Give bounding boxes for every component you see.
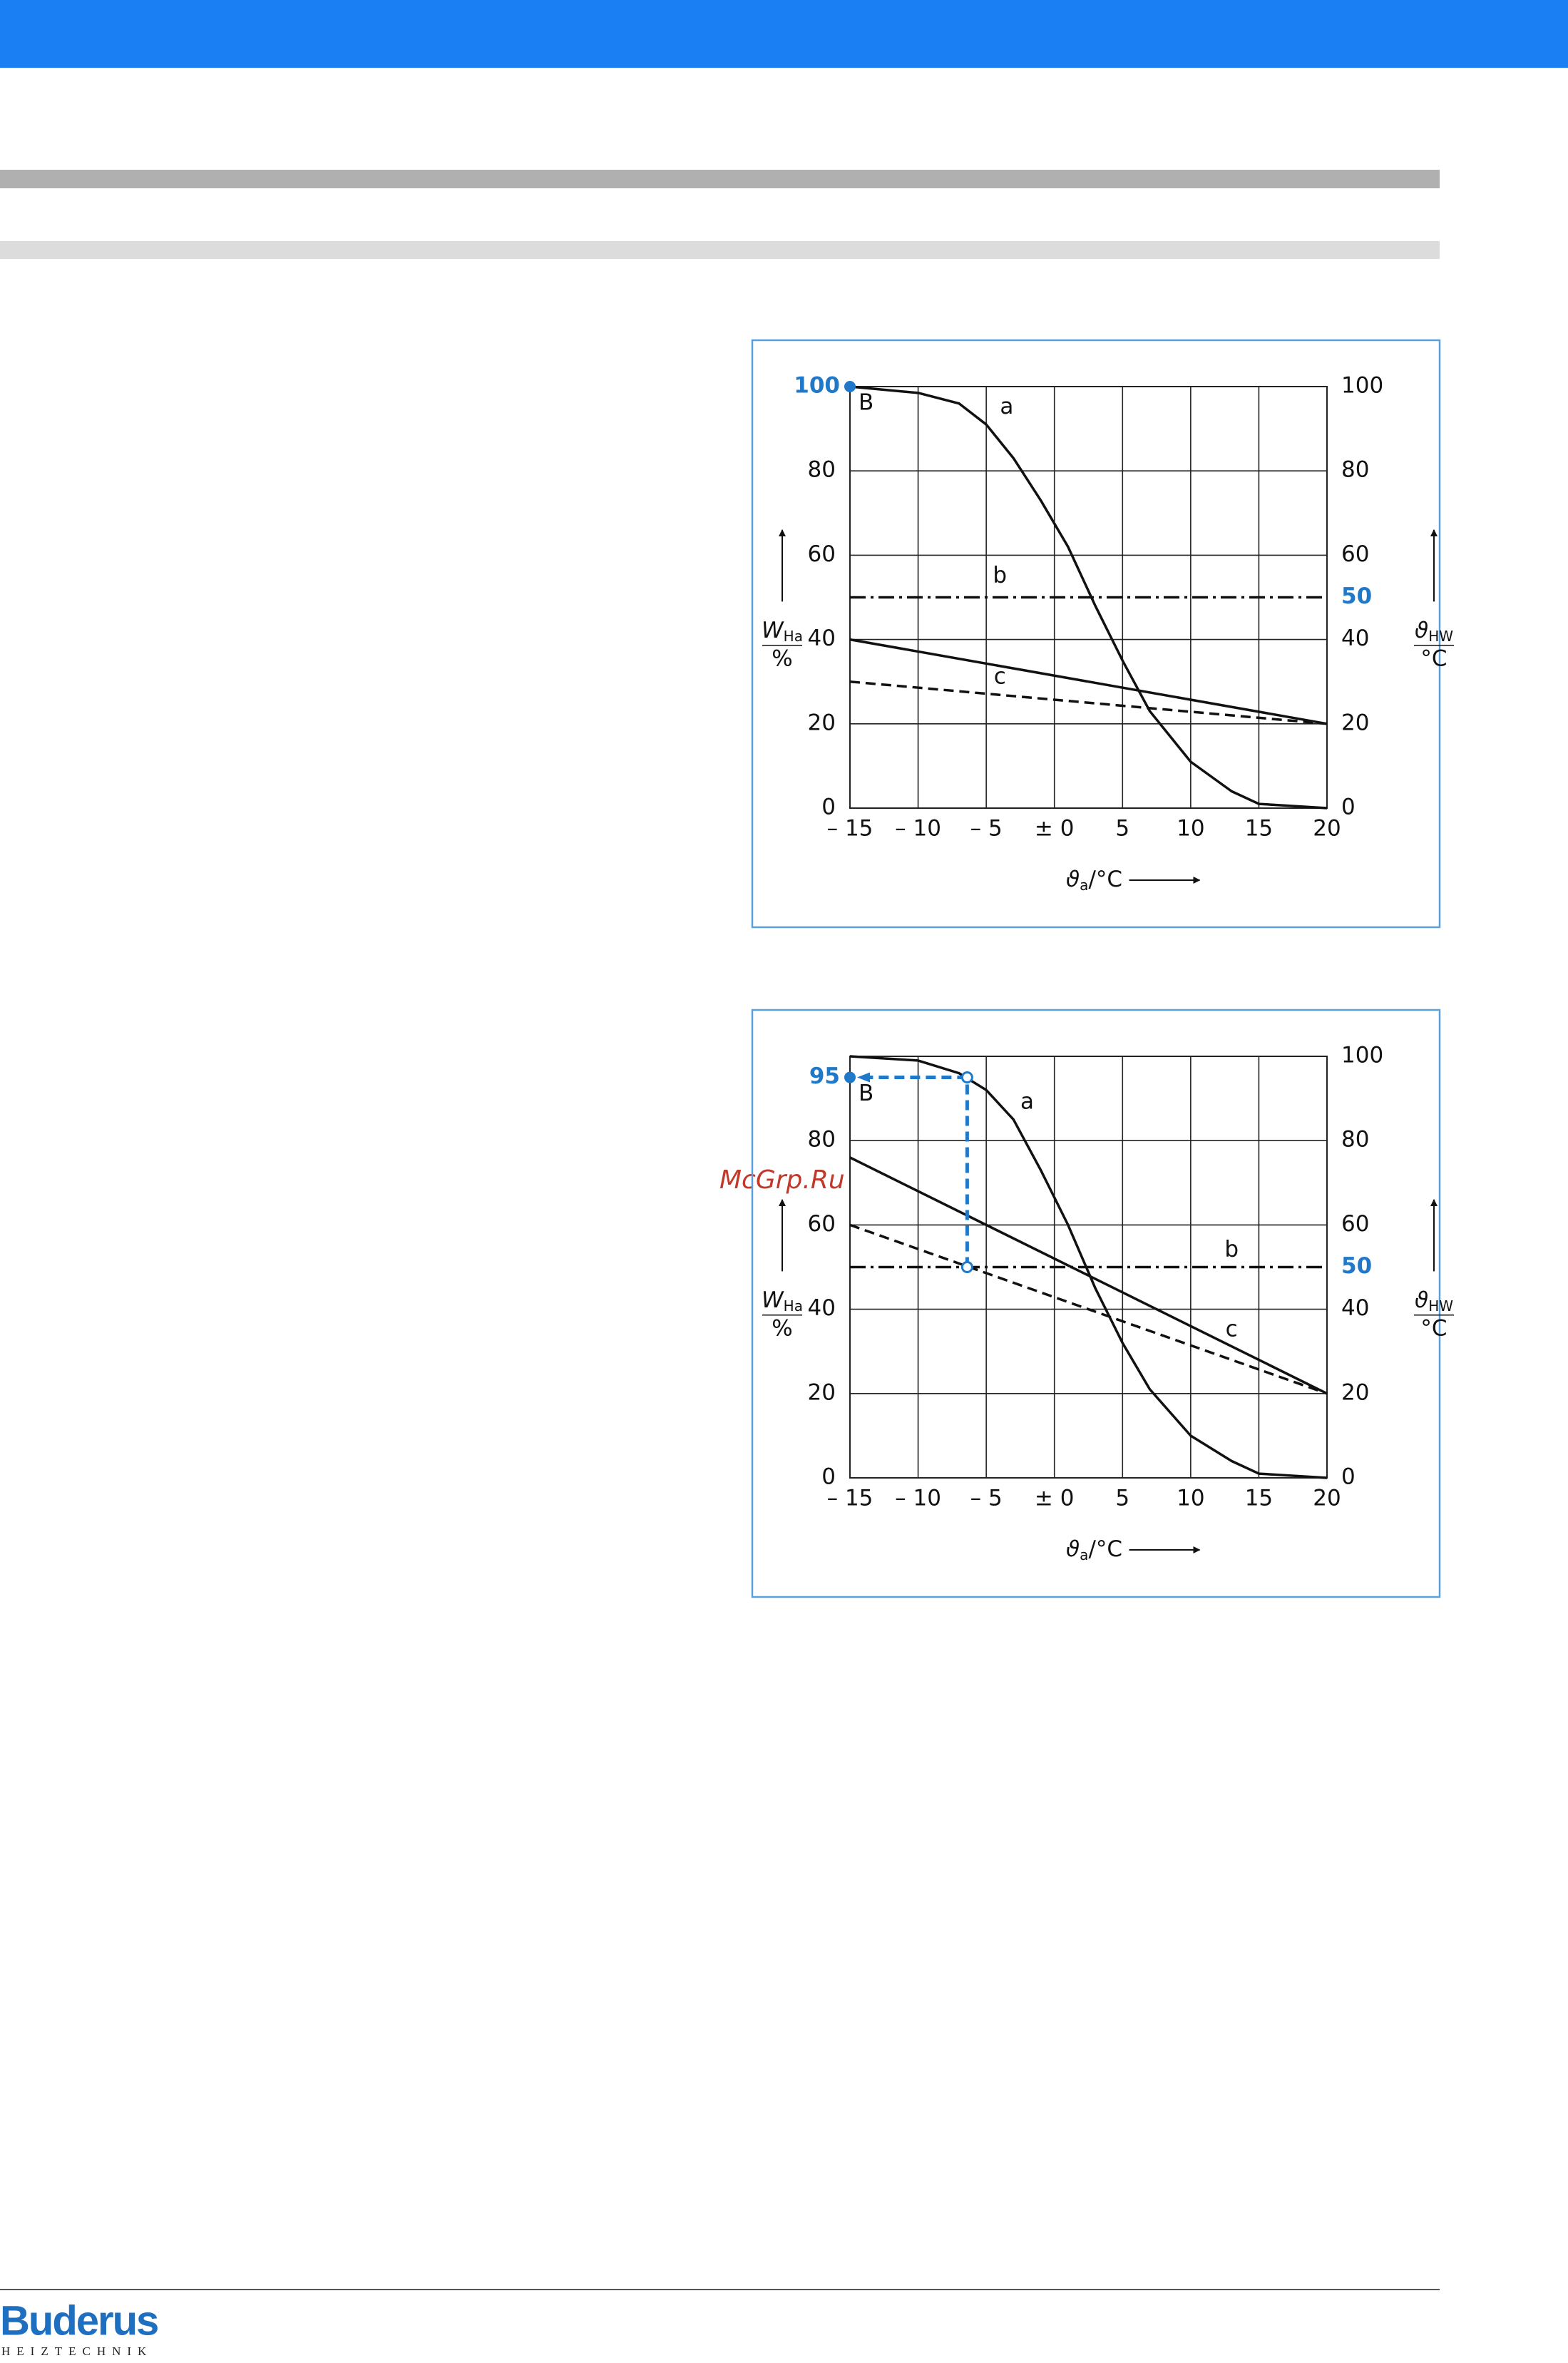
axis-unit: /°C <box>1088 1536 1122 1562</box>
y2-tick-label: 100 <box>1341 1043 1383 1068</box>
axis-label: WHa <box>762 1287 803 1314</box>
axis-symbol: W <box>762 617 784 643</box>
y-tick-label: 0 <box>821 795 836 820</box>
axis-subscript: a <box>1080 877 1088 894</box>
header-bar <box>0 0 1568 68</box>
start-point <box>844 1071 856 1083</box>
axis-symbol: ϑ <box>1415 617 1428 643</box>
x-tick-label: – 10 <box>895 816 941 842</box>
y2-tick-label: 20 <box>1341 1379 1369 1405</box>
axis-unit: °C <box>1420 1315 1447 1341</box>
x-tick-label: 10 <box>1177 816 1204 842</box>
series-label: b <box>1224 1236 1239 1262</box>
axis-subscript: Ha <box>784 1297 803 1314</box>
x-tick-label: ± 0 <box>1035 816 1075 842</box>
axis-label: WHa <box>762 617 803 644</box>
chart-frame <box>751 339 1441 929</box>
x-tick-label: 15 <box>1245 816 1273 842</box>
axis-label: ϑa/°C <box>1066 1536 1122 1563</box>
x-tick-label: ± 0 <box>1035 1486 1075 1511</box>
series-label: c <box>1226 1317 1238 1342</box>
watermark: McGrp.Ru <box>719 1165 845 1195</box>
y2-tick-label: 100 <box>1341 373 1383 399</box>
axis-label: ϑHW <box>1415 1287 1453 1314</box>
series-label: a <box>1000 394 1013 419</box>
x-tick-label: – 15 <box>827 816 873 842</box>
y2-tick-label: 40 <box>1341 1295 1369 1321</box>
axis-symbol: ϑ <box>1066 1536 1080 1562</box>
start-point <box>844 381 856 392</box>
y-tick-label: 80 <box>808 1127 836 1153</box>
y-tick-label: 80 <box>808 457 836 483</box>
axis-label: ϑa/°C <box>1066 867 1122 894</box>
series-line <box>849 1156 1328 1395</box>
series-line <box>849 1223 1328 1395</box>
axis-unit: /°C <box>1088 867 1122 892</box>
axis-unit: % <box>772 645 792 671</box>
axis-unit: °C <box>1420 645 1447 671</box>
y-tick-label: 0 <box>821 1464 836 1490</box>
y2-tick-label: 20 <box>1341 710 1369 735</box>
y2-tick-label: 60 <box>1341 541 1369 567</box>
section-bar <box>0 170 1440 188</box>
axis-label: ϑHW <box>1415 617 1453 644</box>
series-line <box>849 385 1328 810</box>
y2-tick-label: 80 <box>1341 457 1369 483</box>
series-label: a <box>1020 1089 1034 1115</box>
axis-symbol: ϑ <box>1415 1287 1428 1312</box>
chart: – 15– 10– 5 ± 0 5 10 15 200204060800204060801… <box>751 339 1454 929</box>
x-tick-label: – 5 <box>970 816 1003 842</box>
y2-marker-label: 50 <box>1341 583 1372 609</box>
start-point-label: B <box>859 1081 873 1106</box>
axis-subscript: HW <box>1428 1297 1453 1314</box>
axis-symbol: ϑ <box>1066 867 1080 892</box>
axis-subscript: HW <box>1428 627 1453 644</box>
chart-frame <box>751 1009 1441 1598</box>
y-tick-label: 60 <box>808 541 836 567</box>
x-tick-label: – 10 <box>895 1486 941 1511</box>
x-tick-label: – 15 <box>827 1486 873 1511</box>
y2-tick-label: 60 <box>1341 1211 1369 1237</box>
y2-tick-label: 40 <box>1341 626 1369 651</box>
x-tick-label: 15 <box>1245 1486 1273 1511</box>
subsection-bar <box>0 241 1440 259</box>
series-line <box>849 680 1328 725</box>
x-tick-label: 5 <box>1115 816 1129 842</box>
start-point-value: 95 <box>809 1063 840 1089</box>
logo-tagline: HEIZTECHNIK <box>1 2344 153 2358</box>
guide-point <box>960 1071 973 1084</box>
series-label: b <box>993 562 1007 588</box>
series-line <box>849 638 1328 725</box>
guide-point <box>960 1261 973 1273</box>
axis-subscript: a <box>1080 1546 1088 1563</box>
y-tick-label: 20 <box>808 710 836 735</box>
y2-tick-label: 80 <box>1341 1127 1369 1153</box>
x-tick-label: 10 <box>1177 1486 1204 1511</box>
y-tick-label: 20 <box>808 1379 836 1405</box>
logo: Buderus <box>0 2297 158 2344</box>
axis-unit: % <box>772 1315 792 1341</box>
chart: – 15– 10– 5 ± 0 5 10 15 200204060800204060801… <box>751 1009 1454 1598</box>
y-tick-label: 40 <box>808 1295 836 1321</box>
y2-tick-label: 0 <box>1341 795 1356 820</box>
x-tick-label: – 5 <box>970 1486 1003 1511</box>
y-tick-label: 60 <box>808 1211 836 1237</box>
x-tick-label: 20 <box>1313 1486 1341 1511</box>
y2-tick-label: 0 <box>1341 1464 1356 1490</box>
y-tick-label: 40 <box>808 626 836 651</box>
y2-marker-label: 50 <box>1341 1253 1372 1279</box>
axis-subscript: Ha <box>784 627 803 644</box>
start-point-value: 100 <box>794 373 840 399</box>
axis-symbol: W <box>762 1287 784 1312</box>
x-tick-label: 20 <box>1313 816 1341 842</box>
start-point-label: B <box>859 390 873 416</box>
x-tick-label: 5 <box>1115 1486 1129 1511</box>
series-label: c <box>994 663 1006 689</box>
charts: – 15– 10– 5 ± 0 5 10 15 200204060800204060801… <box>751 339 1454 1598</box>
